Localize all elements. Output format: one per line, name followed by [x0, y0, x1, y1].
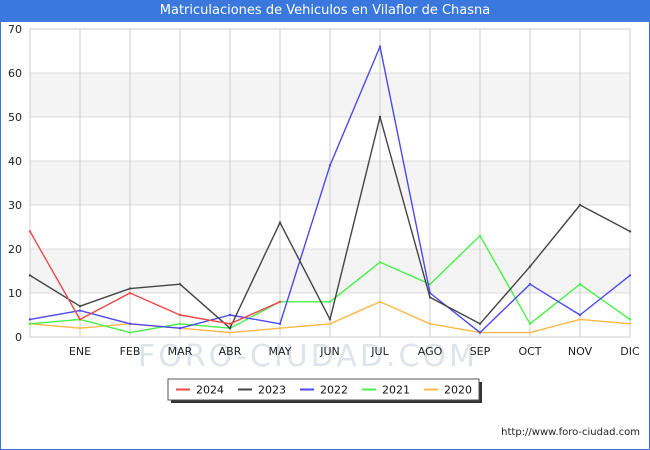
x-tick-label: AGO — [418, 345, 443, 358]
data-point-2022 — [178, 327, 182, 330]
data-point-2020 — [428, 322, 432, 325]
data-point-2023 — [128, 287, 132, 290]
data-point-2021 — [328, 300, 332, 303]
data-point-2021 — [628, 318, 632, 321]
data-point-2020 — [578, 318, 582, 321]
data-point-2024 — [178, 313, 182, 317]
data-point-2024 — [278, 300, 282, 303]
legend-box — [167, 378, 480, 401]
y-tick-label: 30 — [8, 199, 22, 212]
y-tick-label: 20 — [8, 243, 22, 256]
data-point-2024 — [228, 322, 232, 325]
plot-border — [29, 28, 631, 338]
legend: 2024 2023 2022 2021 2020 — [167, 378, 482, 403]
data-point-2023 — [178, 283, 182, 286]
y-tick-label: 0 — [15, 331, 22, 344]
data-point-2021 — [28, 322, 32, 325]
data-point-2024 — [78, 318, 82, 321]
data-point-2021 — [478, 234, 482, 237]
x-tick-label: DIC — [620, 345, 640, 358]
data-point-2020 — [378, 300, 382, 303]
grid-lines — [29, 28, 631, 338]
data-point-2022 — [28, 318, 32, 321]
data-point-2023 — [578, 203, 582, 207]
data-point-2023 — [628, 230, 632, 233]
data-point-2023 — [28, 274, 32, 277]
x-tick-label: JUN — [319, 345, 340, 358]
data-point-2021 — [578, 283, 582, 286]
series-line-2024 — [29, 231, 281, 325]
legend-label-2024: 2024 — [196, 384, 224, 397]
data-point-2022 — [128, 322, 132, 325]
y-tick-label: 50 — [8, 111, 22, 124]
data-point-2021 — [178, 322, 182, 325]
data-point-2024 — [128, 291, 132, 295]
x-tick-label: JUL — [370, 345, 389, 358]
data-point-2021 — [378, 261, 382, 264]
x-tick-label: SEP — [470, 345, 491, 358]
data-point-2020 — [528, 331, 532, 334]
y-tick-label: 60 — [8, 67, 22, 80]
data-point-2023 — [528, 265, 532, 268]
data-point-2023 — [78, 305, 82, 308]
data-point-2022 — [478, 331, 482, 334]
data-point-2023 — [278, 221, 282, 224]
x-tick-label: OCT — [518, 345, 541, 358]
data-point-2021 — [428, 283, 432, 286]
data-point-2023 — [228, 327, 232, 330]
x-tick-label: NOV — [568, 345, 593, 358]
data-point-2023 — [428, 296, 432, 299]
data-point-2022 — [78, 309, 82, 312]
data-point-2022 — [278, 322, 282, 325]
legend-label-2020: 2020 — [444, 384, 472, 397]
data-point-2024 — [28, 230, 32, 233]
data-point-2021 — [128, 331, 132, 334]
legend-label-2023: 2023 — [258, 384, 286, 397]
data-point-2020 — [278, 327, 282, 330]
x-tick-label: ABR — [219, 345, 242, 358]
legend-label-2022: 2022 — [320, 384, 348, 397]
watermark: FORO-CIUDAD.COM — [138, 339, 478, 374]
legend-label-2021: 2021 — [382, 384, 410, 397]
data-point-2020 — [78, 327, 82, 330]
data-point-2020 — [328, 322, 332, 325]
data-point-2023 — [478, 322, 482, 325]
y-tick-label: 10 — [8, 287, 22, 300]
x-tick-label: FEB — [120, 345, 141, 358]
x-tick-label: ENE — [69, 345, 91, 358]
y-tick-label: 70 — [8, 23, 22, 36]
data-point-2022 — [328, 164, 332, 167]
data-point-2020 — [628, 322, 632, 325]
data-point-2022 — [228, 313, 232, 317]
x-tick-label: MAR — [168, 345, 193, 358]
data-point-2022 — [578, 313, 582, 317]
data-point-2022 — [528, 283, 532, 286]
series-layer — [28, 45, 632, 334]
y-axis-ticks: 0 10 20 30 40 50 60 70 — [8, 23, 22, 344]
x-axis-ticks: ENE FEB MAR ABR MAY JUN JUL AGO SEP OCT NOV DIC — [69, 345, 640, 358]
data-point-2023 — [378, 115, 382, 119]
x-tick-label: MAY — [269, 345, 292, 358]
y-tick-label: 40 — [8, 155, 22, 168]
data-point-2022 — [378, 45, 382, 48]
footer-url[interactable]: http://www.foro-ciudad.com — [501, 427, 640, 438]
data-point-2022 — [628, 274, 632, 277]
data-point-2021 — [528, 322, 532, 325]
chart-title: Matriculaciones de Vehiculos en Vilaflor… — [0, 0, 650, 22]
data-point-2023 — [328, 318, 332, 321]
data-point-2020 — [228, 331, 232, 334]
